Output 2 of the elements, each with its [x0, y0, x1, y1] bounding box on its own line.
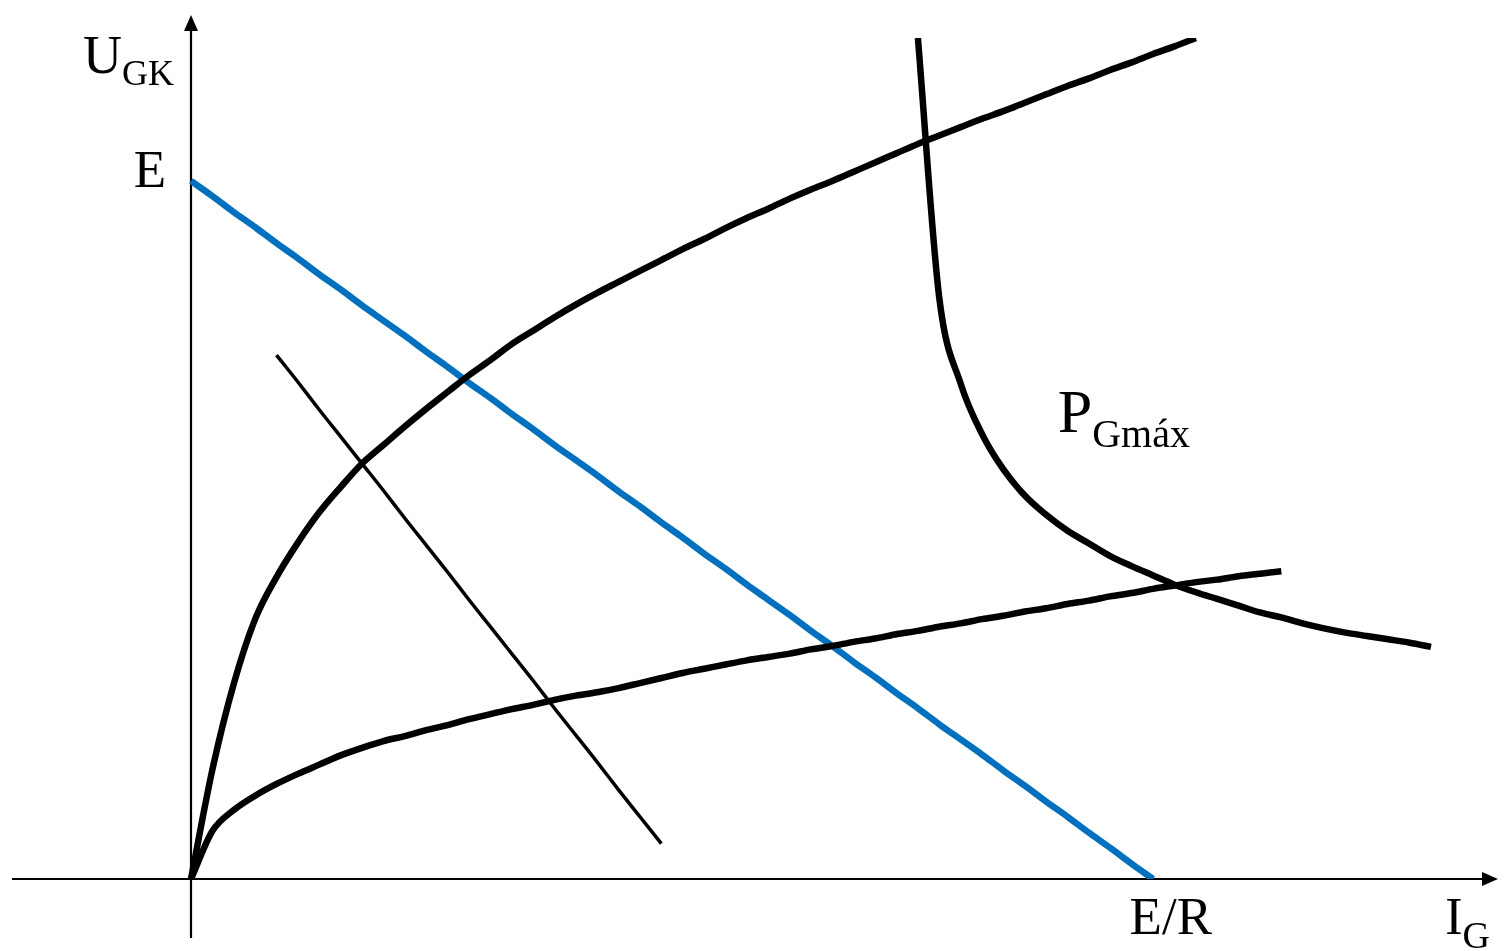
text: E: [133, 140, 166, 198]
text: E/R: [1129, 887, 1213, 945]
